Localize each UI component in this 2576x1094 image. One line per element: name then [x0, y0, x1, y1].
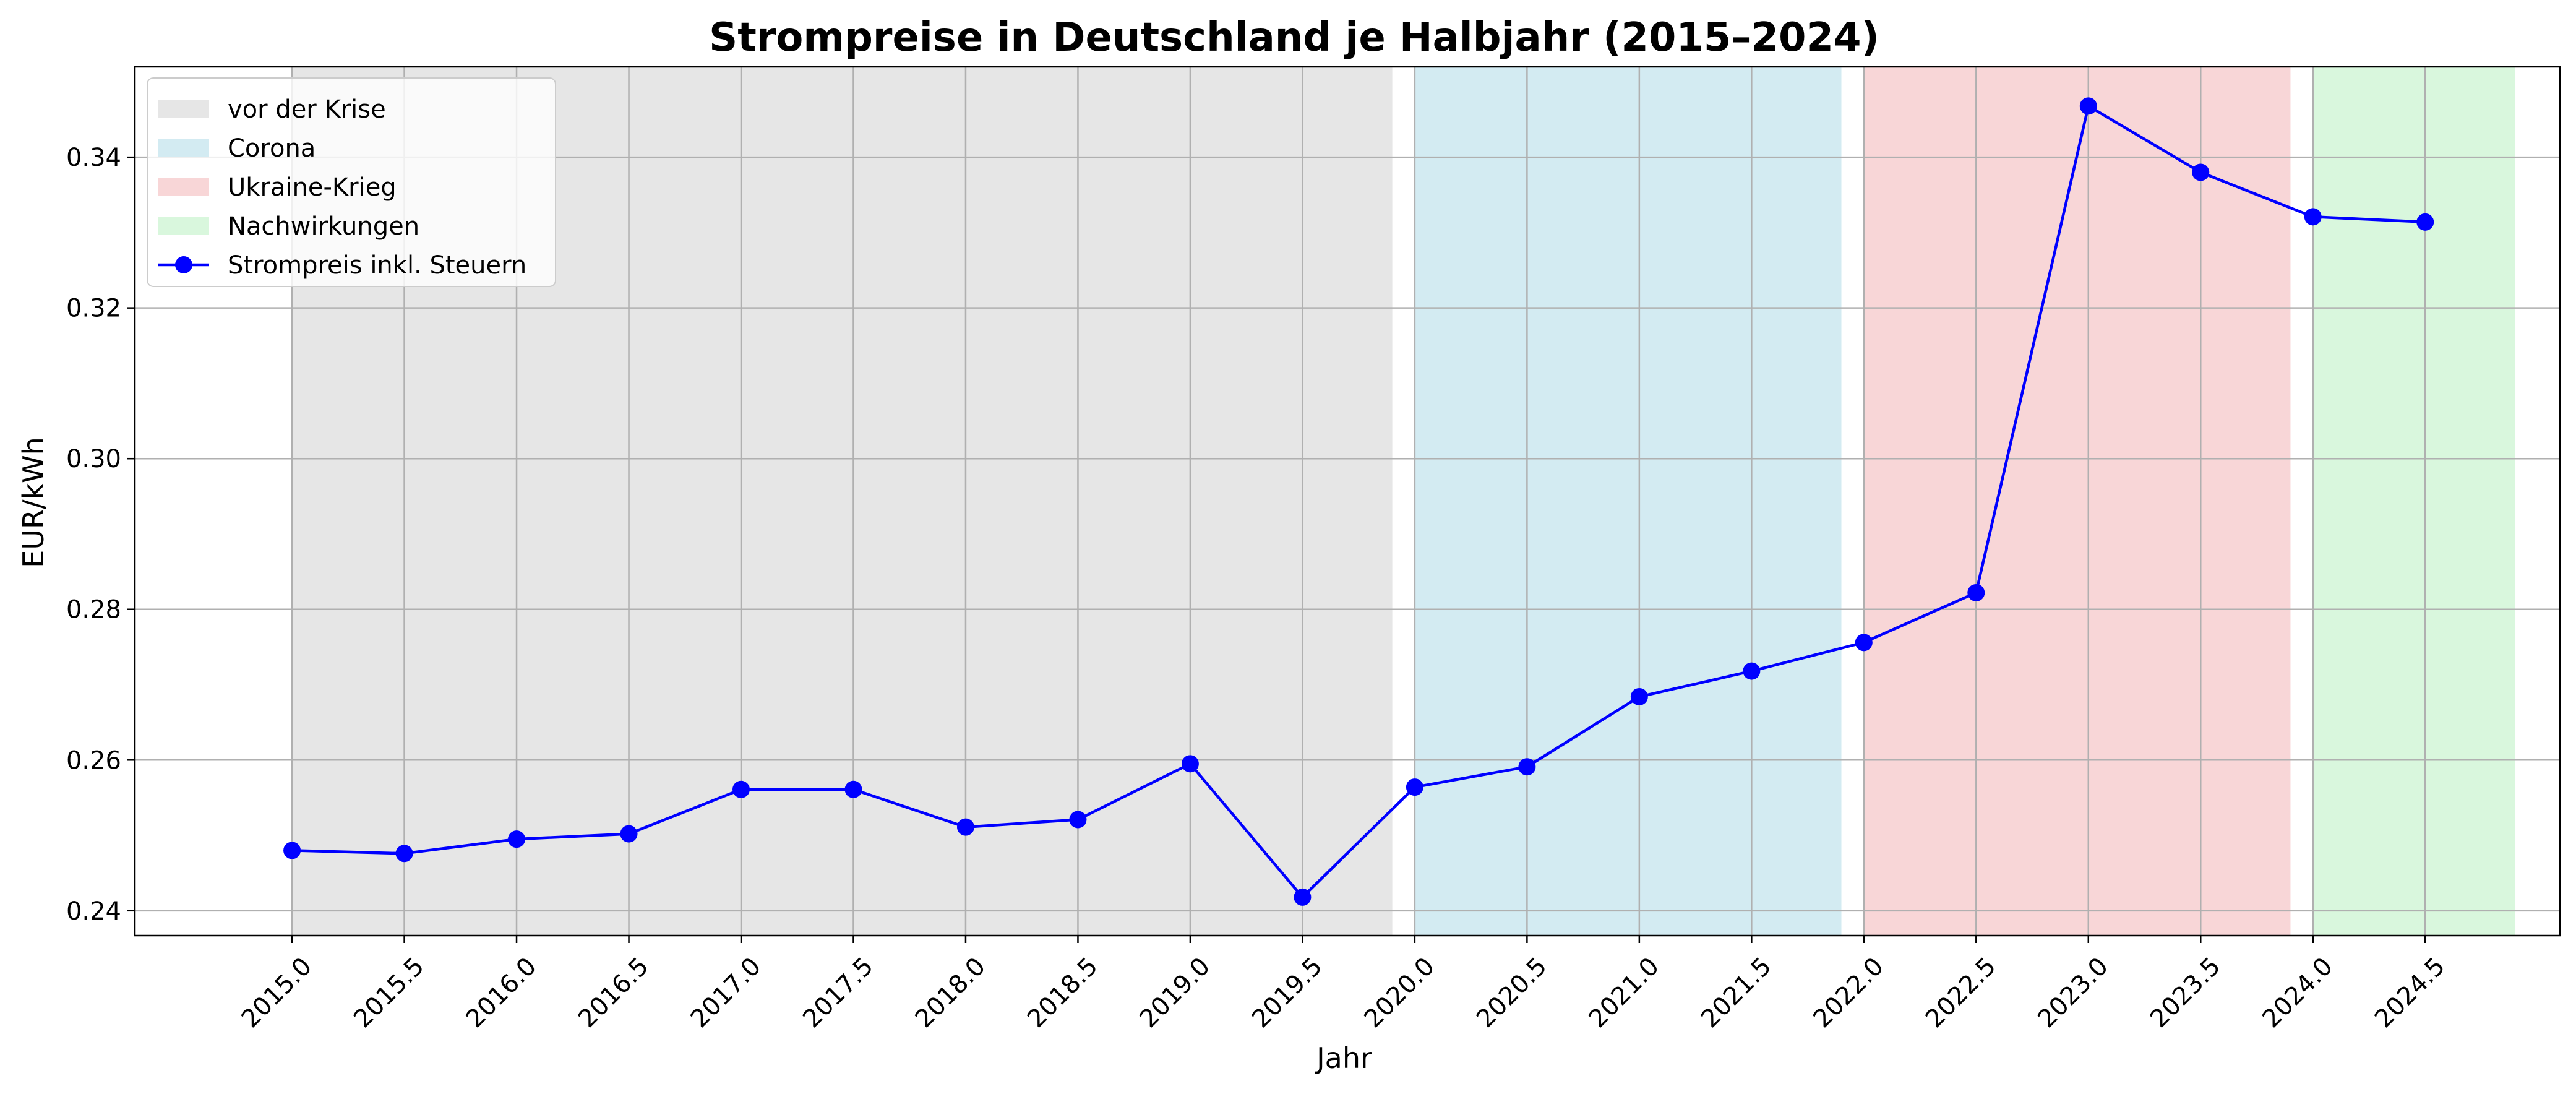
data-point-8 [1181, 755, 1199, 773]
series-line-0 [292, 103, 2426, 900]
data-point-10 [1406, 778, 1423, 796]
region-band-1 [1414, 67, 1842, 936]
data-point-14 [1855, 634, 1873, 652]
region-band-3 [2312, 67, 2515, 936]
legend-swatch-1 [158, 139, 209, 157]
region-band-2 [1863, 67, 2291, 936]
legend-swatch-marker-4 [175, 256, 192, 274]
y-tick-label-4: 0.32 [66, 295, 121, 323]
data-point-17 [2192, 163, 2210, 181]
legend-label-4: Strompreis inkl. Steuern [228, 251, 526, 280]
data-point-16 [2079, 97, 2097, 115]
legend-label-2: Ukraine-Krieg [228, 173, 397, 202]
data-point-3 [620, 825, 638, 843]
y-axis-label: EUR/kWh [17, 437, 50, 567]
data-point-12 [1630, 687, 1648, 705]
y-tick-label-0: 0.24 [66, 897, 121, 926]
grid-lines [135, 67, 2560, 936]
data-point-6 [956, 818, 974, 836]
legend-box [147, 77, 556, 287]
data-point-15 [1967, 584, 1985, 601]
legend-swatch-2 [158, 178, 209, 196]
data-point-19 [2416, 213, 2434, 231]
series-layer [283, 97, 2434, 906]
data-point-11 [1518, 758, 1536, 776]
data-point-18 [2304, 208, 2322, 226]
data-point-13 [1743, 662, 1761, 680]
legend-label-1: Corona [228, 134, 316, 163]
data-point-2 [508, 830, 526, 848]
data-point-7 [1069, 811, 1087, 829]
legend: vor der Krise Corona Ukraine-Krieg Nachwirk… [147, 77, 556, 287]
y-tick-label-3: 0.30 [66, 445, 121, 473]
plot-frame [134, 66, 2561, 937]
legend-label-0: vor der Krise [228, 95, 386, 124]
y-axis-ticks: 0.24 0.26 0.28 0.30 0.32 0.34 [66, 144, 135, 926]
chart-title: Strompreise in Deutschland je Halbjahr (… [709, 15, 1879, 61]
legend-label-3: Nachwirkungen [228, 212, 419, 241]
y-tick-label-2: 0.28 [66, 596, 121, 624]
x-axis-label: Jahr [1315, 1041, 1372, 1075]
data-point-4 [732, 780, 750, 798]
y-tick-label-1: 0.26 [66, 746, 121, 775]
data-point-0 [283, 842, 301, 859]
legend-swatch-3 [158, 217, 209, 235]
y-tick-label-5: 0.34 [66, 144, 121, 172]
legend-swatch-0 [158, 100, 209, 118]
data-point-1 [395, 845, 413, 863]
data-point-9 [1294, 888, 1312, 906]
data-point-5 [844, 780, 862, 798]
